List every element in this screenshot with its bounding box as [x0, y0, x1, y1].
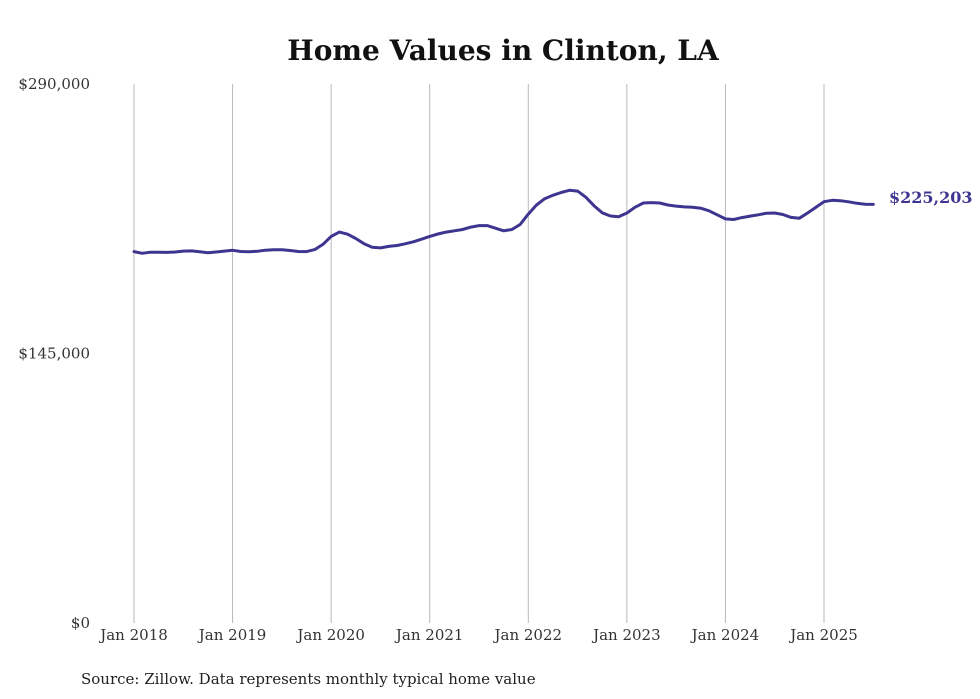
- y-tick-label: $145,000: [18, 345, 90, 363]
- x-tick-label: Jan 2022: [493, 626, 563, 644]
- x-tick-label: Jan 2025: [788, 626, 858, 644]
- y-tick-label: $0: [71, 614, 90, 632]
- x-tick-label: Jan 2018: [98, 626, 168, 644]
- series-line: [132, 188, 875, 255]
- x-tick-label: Jan 2021: [394, 626, 464, 644]
- x-tick-label: Jan 2020: [295, 626, 365, 644]
- end-value-label: $225,203: [889, 188, 973, 207]
- gridlines: [133, 84, 825, 623]
- x-axis-ticks: Jan 2018 Jan 2019 Jan 2020 Jan 2021 Jan 2022…: [98, 626, 858, 644]
- series-layer: [132, 188, 875, 255]
- x-tick-label: Jan 2024: [690, 626, 760, 644]
- source-note: Source: Zillow. Data represents monthly …: [81, 670, 536, 688]
- x-tick-label: Jan 2023: [591, 626, 661, 644]
- y-axis-ticks: $290,000 $145,000 $0: [18, 75, 90, 632]
- x-tick-label: Jan 2019: [197, 626, 267, 644]
- chart-title: Home Values in Clinton, LA: [287, 34, 720, 67]
- y-tick-label: $290,000: [18, 75, 90, 93]
